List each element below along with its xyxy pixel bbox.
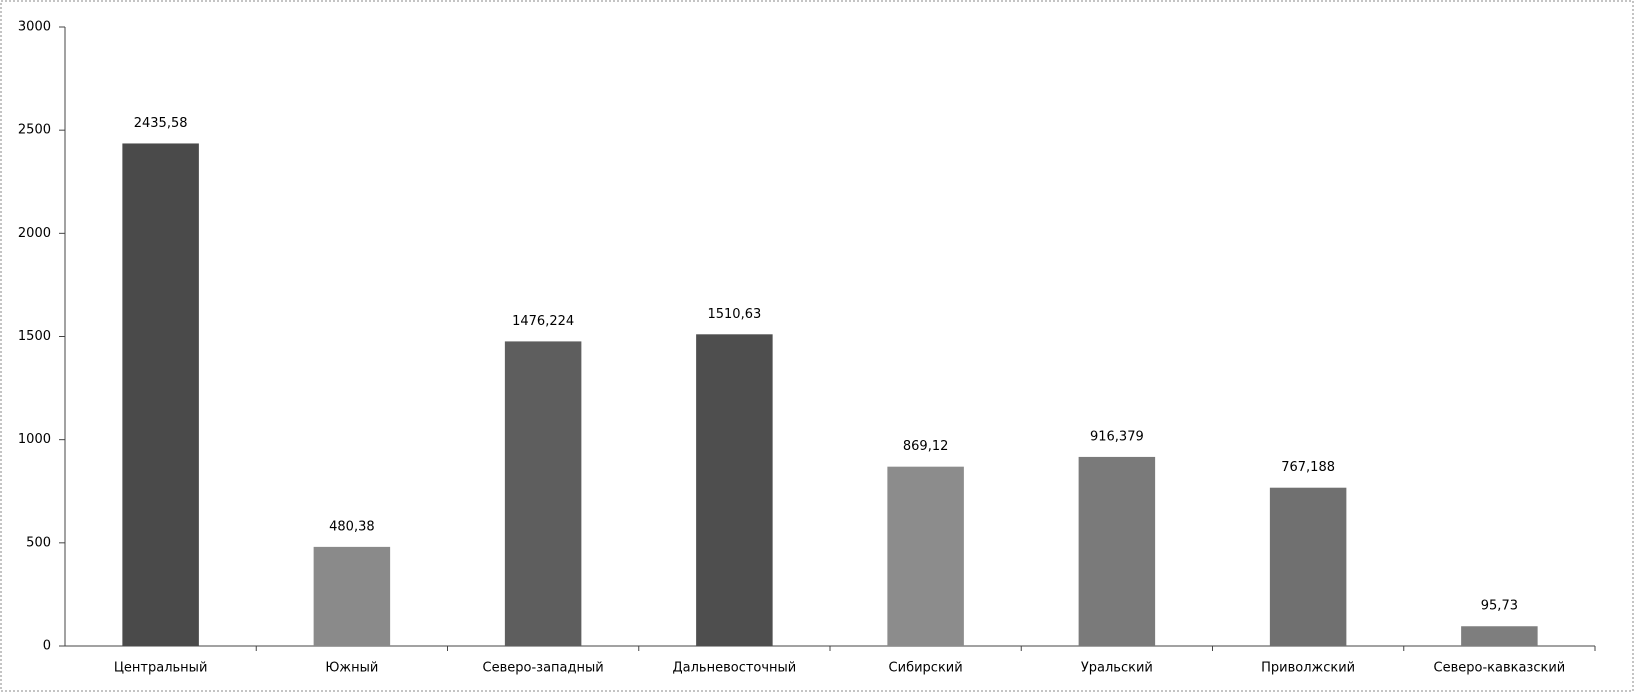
data-label: 1510,63 — [707, 307, 761, 322]
x-tick-label: Северо-кавказский — [1434, 661, 1566, 676]
bar — [1461, 626, 1538, 646]
data-label: 2435,58 — [134, 116, 188, 131]
x-tick-label: Приволжский — [1261, 661, 1355, 676]
y-tick-label: 500 — [26, 535, 51, 550]
y-tick-label: 3000 — [18, 20, 51, 35]
data-label: 95,73 — [1481, 599, 1518, 614]
y-tick-label: 1000 — [18, 432, 51, 447]
x-tick-label: Уральский — [1081, 661, 1153, 676]
y-tick-label: 0 — [43, 639, 51, 654]
bar — [1269, 487, 1347, 646]
data-label: 869,12 — [903, 439, 949, 454]
y-tick-label: 2500 — [18, 123, 51, 138]
data-label: 767,188 — [1281, 460, 1335, 475]
bar — [696, 334, 773, 646]
x-tick-label: Южный — [325, 661, 378, 676]
x-tick-label: Центральный — [114, 661, 208, 676]
bar — [504, 341, 582, 646]
x-tick-label: Дальневосточный — [672, 661, 796, 676]
data-label: 1476,224 — [512, 314, 574, 329]
x-tick-label: Сибирский — [889, 661, 963, 676]
x-tick-label: Северо-западный — [483, 661, 604, 676]
y-tick-label: 1500 — [18, 329, 51, 344]
bar — [1078, 456, 1156, 646]
data-label: 916,379 — [1090, 429, 1144, 444]
data-label: 480,38 — [329, 519, 375, 534]
bar — [313, 546, 391, 646]
bar — [122, 143, 199, 646]
y-tick-label: 2000 — [18, 226, 51, 241]
bar — [887, 466, 964, 646]
